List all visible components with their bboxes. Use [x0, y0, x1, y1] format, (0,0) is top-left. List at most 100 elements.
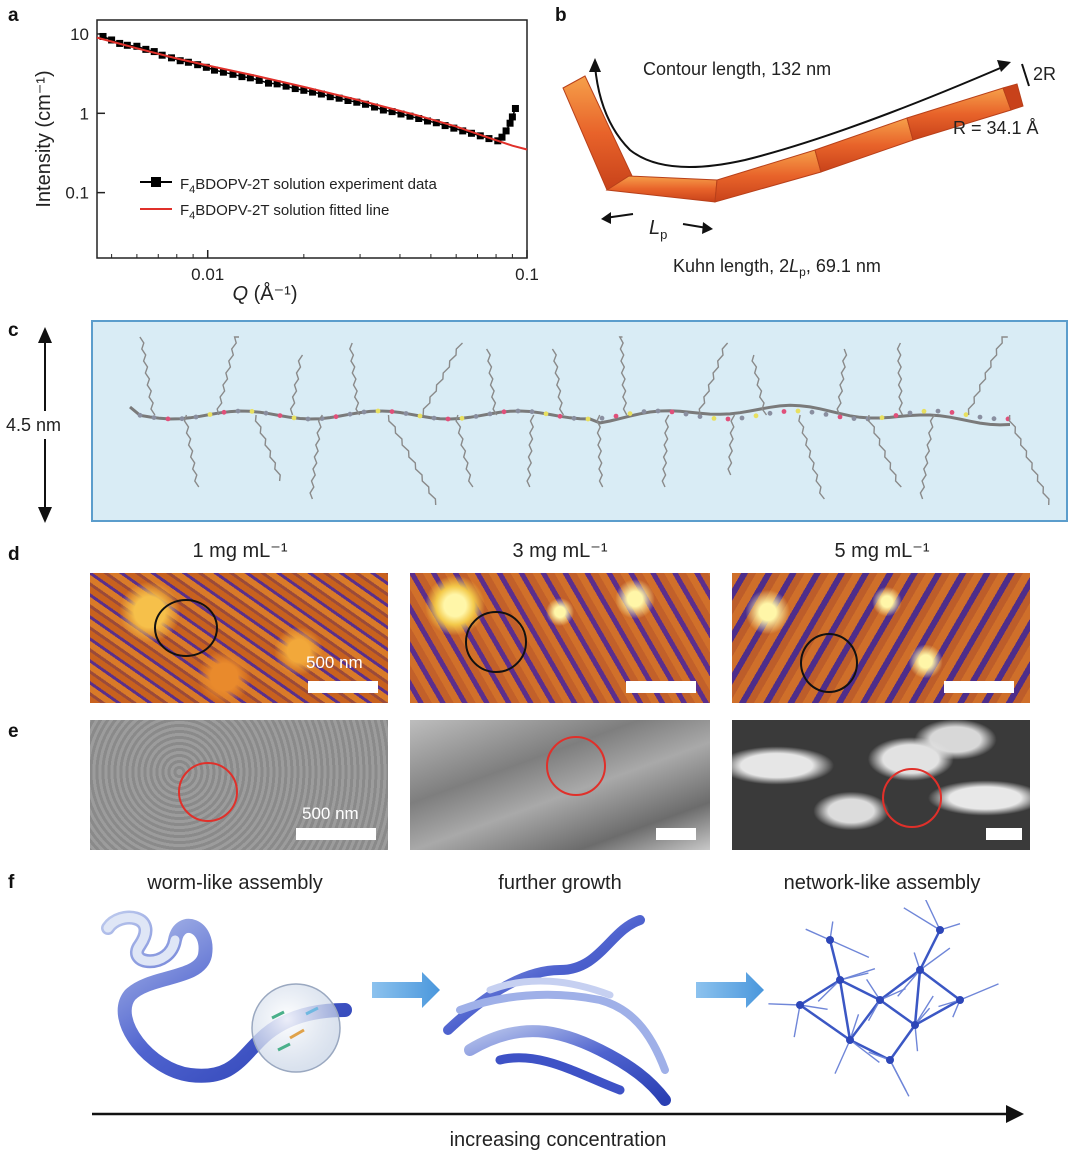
afm-image-3mg: [410, 573, 710, 703]
sem-image-5mg: [732, 720, 1030, 850]
experiment-point: [459, 127, 467, 135]
radius-mark: 2R: [1033, 64, 1056, 84]
sem-image-1mg: 500 nm: [90, 720, 388, 850]
fit-line: [96, 36, 528, 151]
worm-like-ribbon: [101, 910, 352, 1083]
scale-bar: [656, 828, 696, 840]
experiment-point: [309, 88, 317, 96]
conc-label-3: 3 mg mL⁻¹: [512, 540, 608, 562]
experiment-point: [219, 68, 227, 76]
panel-label-c: c: [8, 320, 19, 341]
contour-arrow-head-left: [589, 58, 601, 72]
y-tick-label: 0.1: [65, 184, 89, 203]
experiment-point: [498, 133, 506, 141]
scale-bar: [626, 681, 696, 693]
panel-label-e: e: [8, 721, 19, 742]
experiment-point: [300, 86, 308, 94]
y-tick-label: 1: [80, 104, 89, 123]
experiment-point: [238, 73, 246, 81]
kuhn-label: Kuhn length, 2Lp, 69.1 nm: [673, 256, 881, 279]
legend-fit-label: F4BDOPV-2T solution fitted line: [180, 202, 389, 222]
experiment-point: [415, 114, 423, 122]
scale-bar: [944, 681, 1014, 693]
experiment-point: [273, 80, 281, 88]
concentration-axis-label: increasing concentration: [450, 1129, 667, 1151]
scale-bar: [308, 681, 378, 693]
height-label: 4.5 nm: [6, 415, 61, 435]
progress-arrow-1: [372, 972, 440, 1008]
scale-bar-label: 500 nm: [302, 804, 359, 823]
highlight-circle: [882, 768, 942, 828]
highlight-circle: [178, 762, 238, 822]
stage-label-worm: worm-like assembly: [147, 872, 323, 894]
panel-label-d: d: [8, 544, 20, 565]
experiment-point: [450, 124, 458, 132]
polymer-backbone: [129, 336, 1050, 506]
experiment-point: [397, 110, 405, 118]
conc-label-1: 1 mg mL⁻¹: [192, 540, 288, 562]
model-box: [91, 320, 1068, 522]
molecular-model: 4.5 nm: [6, 320, 1068, 523]
afm-image-5mg: [732, 573, 1030, 703]
experiment-point: [255, 76, 263, 84]
progress-arrow-2: [696, 972, 764, 1008]
y-axis-label: Intensity (cm⁻¹): [33, 70, 55, 207]
radius-tick: [1021, 63, 1030, 87]
chain-schematic: Contour length, 132 nm 2R R = 34.1 Å Lp …: [562, 58, 1056, 279]
experiment-point: [388, 108, 396, 116]
experiment-point: [502, 127, 510, 135]
experiment-point: [344, 97, 352, 105]
lp-label: Lp: [649, 217, 667, 242]
experiment-point: [406, 112, 414, 120]
panel-label-a: a: [8, 5, 19, 26]
experiment-point: [142, 45, 150, 53]
network-assembly: [768, 900, 999, 1097]
experiment-point: [506, 119, 514, 127]
conc-label-5: 5 mg mL⁻¹: [834, 540, 930, 562]
experiment-point: [108, 36, 116, 44]
experiment-point: [371, 103, 379, 111]
kuhn-segments: [562, 75, 1024, 203]
experiment-point: [202, 63, 210, 71]
zoom-bubble: [251, 983, 341, 1073]
experiment-point: [229, 70, 237, 78]
legend-exp-marker: [151, 177, 161, 187]
contour-arrow-head-right: [997, 60, 1011, 72]
x-axis-label: Q (Å⁻¹): [233, 282, 298, 305]
experiment-point: [184, 58, 192, 66]
scale-bar: [296, 828, 376, 840]
contour-label: Contour length, 132 nm: [643, 59, 831, 79]
experiment-point: [246, 74, 254, 82]
experiment-point: [210, 66, 218, 74]
experiment-point: [282, 82, 290, 90]
experiment-point: [441, 122, 449, 130]
experiment-point: [353, 98, 361, 106]
plot-frame: [96, 19, 528, 259]
experiment-point: [511, 104, 519, 112]
concentration-axis-head: [1006, 1105, 1024, 1123]
experiment-point: [264, 79, 272, 87]
experiment-point: [133, 42, 141, 50]
experiment-point: [361, 100, 369, 108]
stage-label-network: network-like assembly: [783, 872, 981, 894]
panel-label-b: b: [555, 5, 567, 26]
experiment-point: [326, 93, 334, 101]
experiment-point: [424, 117, 432, 125]
experiment-point: [317, 90, 325, 98]
experiment-point: [508, 113, 516, 121]
experiment-point: [432, 119, 440, 127]
panel-label-f: f: [8, 872, 15, 893]
stage-label-growth: further growth: [498, 872, 622, 894]
highlight-circle: [800, 633, 858, 693]
experiment-point: [99, 32, 107, 40]
experiment-point: [176, 57, 184, 65]
experiment-point: [291, 85, 299, 93]
highlight-circle: [154, 599, 218, 657]
experiment-point: [194, 61, 202, 69]
experiment-point: [335, 94, 343, 102]
radius-value: R = 34.1 Å: [953, 118, 1039, 138]
growth-ribbons: [443, 915, 671, 1106]
highlight-circle: [546, 736, 606, 796]
experiment-point: [150, 48, 158, 56]
experiment-point: [467, 129, 475, 137]
